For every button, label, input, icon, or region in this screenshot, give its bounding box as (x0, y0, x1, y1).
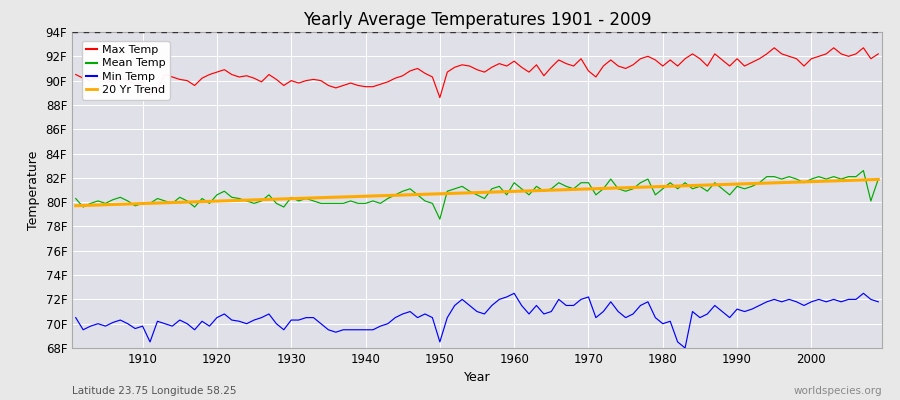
Y-axis label: Temperature: Temperature (27, 150, 40, 230)
Text: worldspecies.org: worldspecies.org (794, 386, 882, 396)
X-axis label: Year: Year (464, 372, 490, 384)
Title: Yearly Average Temperatures 1901 - 2009: Yearly Average Temperatures 1901 - 2009 (302, 11, 652, 29)
Text: Latitude 23.75 Longitude 58.25: Latitude 23.75 Longitude 58.25 (72, 386, 237, 396)
Legend: Max Temp, Mean Temp, Min Temp, 20 Yr Trend: Max Temp, Mean Temp, Min Temp, 20 Yr Tre… (82, 41, 170, 100)
